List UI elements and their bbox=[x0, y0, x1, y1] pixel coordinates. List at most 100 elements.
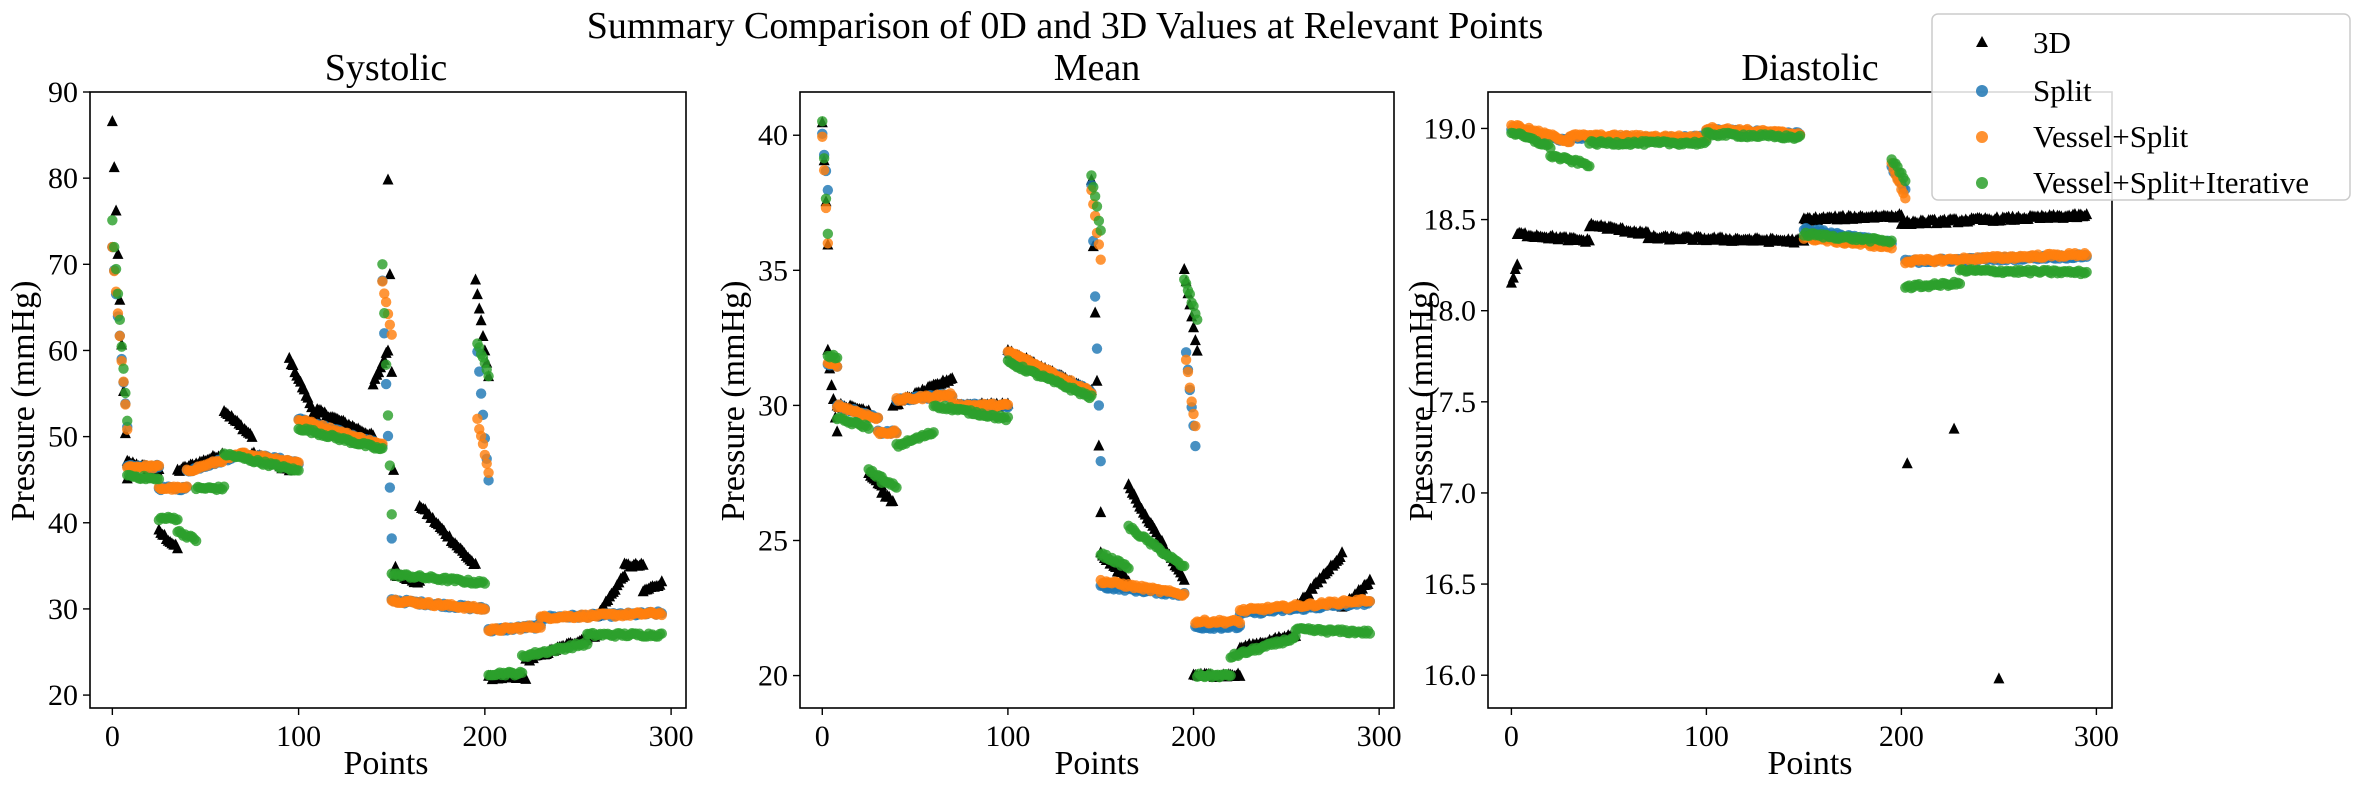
data-point bbox=[2081, 208, 2093, 220]
data-point bbox=[1179, 560, 1190, 572]
data-point bbox=[106, 115, 118, 127]
data-point bbox=[1900, 193, 1911, 204]
data-point bbox=[1234, 617, 1246, 629]
legend: 3D Split Vessel+Split Vessel+Split+Itera… bbox=[1931, 13, 2351, 201]
data-point bbox=[382, 410, 394, 421]
data-point bbox=[112, 247, 124, 259]
systolic-panel: Systolic Points Pressure (mmHg) 0 100 200 3… bbox=[5, 47, 694, 782]
data-point bbox=[384, 460, 396, 471]
x-tick-label: 100 bbox=[1684, 720, 1729, 753]
data-point bbox=[1184, 288, 1196, 300]
data-point bbox=[1089, 306, 1101, 318]
data-point bbox=[114, 330, 126, 342]
data-point bbox=[218, 481, 230, 492]
data-point bbox=[863, 423, 874, 434]
data-point bbox=[656, 628, 667, 639]
data-point bbox=[114, 293, 126, 305]
data-point bbox=[122, 424, 133, 435]
data-point bbox=[1089, 291, 1101, 302]
data-point bbox=[380, 378, 392, 390]
data-point bbox=[1190, 440, 1201, 452]
data-point bbox=[483, 370, 494, 382]
diastolic-xlabel: Points bbox=[1767, 745, 1852, 782]
legend-label-vessel-split: Vessel+Split bbox=[2033, 119, 2189, 154]
y-tick-label: 18.5 bbox=[1424, 204, 1477, 237]
data-point bbox=[112, 288, 124, 300]
data-point bbox=[826, 379, 838, 391]
data-point bbox=[1188, 408, 1199, 420]
x-tick-label: 300 bbox=[1357, 720, 1402, 753]
data-point bbox=[384, 482, 396, 493]
x-tick-label: 100 bbox=[276, 720, 321, 753]
y-tick-label: 17.0 bbox=[1424, 477, 1477, 510]
legend-marker-3d-icon bbox=[1976, 36, 1988, 47]
data-point bbox=[1095, 254, 1106, 265]
y-tick-label: 60 bbox=[48, 334, 78, 367]
data-point bbox=[1234, 669, 1246, 681]
y-tick-label: 16.5 bbox=[1424, 568, 1477, 601]
data-point bbox=[516, 667, 528, 679]
data-point bbox=[382, 344, 394, 356]
data-point bbox=[473, 302, 485, 314]
data-point bbox=[818, 153, 830, 164]
y-tick-label: 70 bbox=[48, 248, 78, 281]
x-tick-label: 200 bbox=[1879, 720, 1924, 753]
data-point bbox=[190, 535, 202, 547]
data-point bbox=[120, 399, 131, 410]
data-point bbox=[246, 430, 258, 442]
data-point bbox=[817, 131, 828, 142]
data-point bbox=[1794, 130, 1806, 142]
data-point bbox=[110, 263, 122, 275]
data-point bbox=[470, 557, 482, 569]
data-point bbox=[481, 458, 492, 469]
x-tick-label: 100 bbox=[985, 720, 1030, 753]
diastolic-ylabel: Pressure (mmHg) bbox=[1403, 281, 1440, 522]
data-point bbox=[1091, 201, 1103, 212]
figure-suptitle: Summary Comparison of 0D and 3D Values a… bbox=[587, 5, 1544, 47]
legend-label-vessel-split-iterative: Vessel+Split+Iterative bbox=[2033, 165, 2309, 200]
data-point bbox=[382, 173, 394, 185]
data-point bbox=[1095, 225, 1106, 236]
y-tick-label: 80 bbox=[48, 162, 78, 195]
data-point bbox=[1954, 278, 1966, 290]
data-point bbox=[116, 341, 127, 352]
mean-panel: Mean Points Pressure (mmHg) 0 100 200 300 20… bbox=[715, 47, 1402, 782]
x-tick-label: 300 bbox=[2074, 720, 2119, 753]
data-point bbox=[1507, 271, 1519, 283]
y-tick-label: 20 bbox=[758, 660, 788, 693]
data-point bbox=[287, 359, 299, 371]
y-tick-label: 90 bbox=[48, 76, 78, 109]
data-point bbox=[1189, 334, 1201, 346]
legend-marker-vessel-split-icon bbox=[1976, 131, 1988, 143]
data-point bbox=[1093, 215, 1105, 227]
data-point bbox=[479, 604, 491, 615]
systolic-axes-frame bbox=[89, 91, 687, 709]
data-point bbox=[118, 376, 129, 387]
data-point bbox=[1123, 563, 1134, 574]
data-point bbox=[822, 228, 834, 240]
data-point bbox=[1002, 399, 1014, 411]
x-tick-label: 200 bbox=[1171, 720, 1216, 753]
y-tick-label: 35 bbox=[758, 254, 788, 287]
y-tick-label: 30 bbox=[758, 389, 788, 422]
data-point bbox=[1948, 422, 1960, 434]
data-point bbox=[1086, 170, 1097, 181]
data-point bbox=[114, 314, 126, 326]
data-point bbox=[386, 509, 397, 520]
y-tick-label: 50 bbox=[48, 421, 78, 454]
data-point bbox=[380, 359, 392, 370]
data-point bbox=[377, 276, 388, 287]
y-tick-label: 30 bbox=[48, 593, 78, 626]
data-point bbox=[122, 415, 133, 427]
data-point bbox=[479, 449, 491, 461]
data-point bbox=[1093, 239, 1105, 250]
data-point bbox=[1364, 596, 1376, 607]
diastolic-series-vessel-split-iterative bbox=[1506, 127, 2092, 294]
data-point bbox=[1095, 506, 1107, 518]
mean-series-vessel-split-iterative bbox=[817, 116, 1376, 683]
data-point bbox=[831, 352, 843, 364]
systolic-ylabel: Pressure (mmHg) bbox=[5, 281, 42, 522]
data-point bbox=[820, 193, 832, 204]
data-point bbox=[582, 639, 593, 650]
y-tick-label: 20 bbox=[48, 679, 78, 712]
